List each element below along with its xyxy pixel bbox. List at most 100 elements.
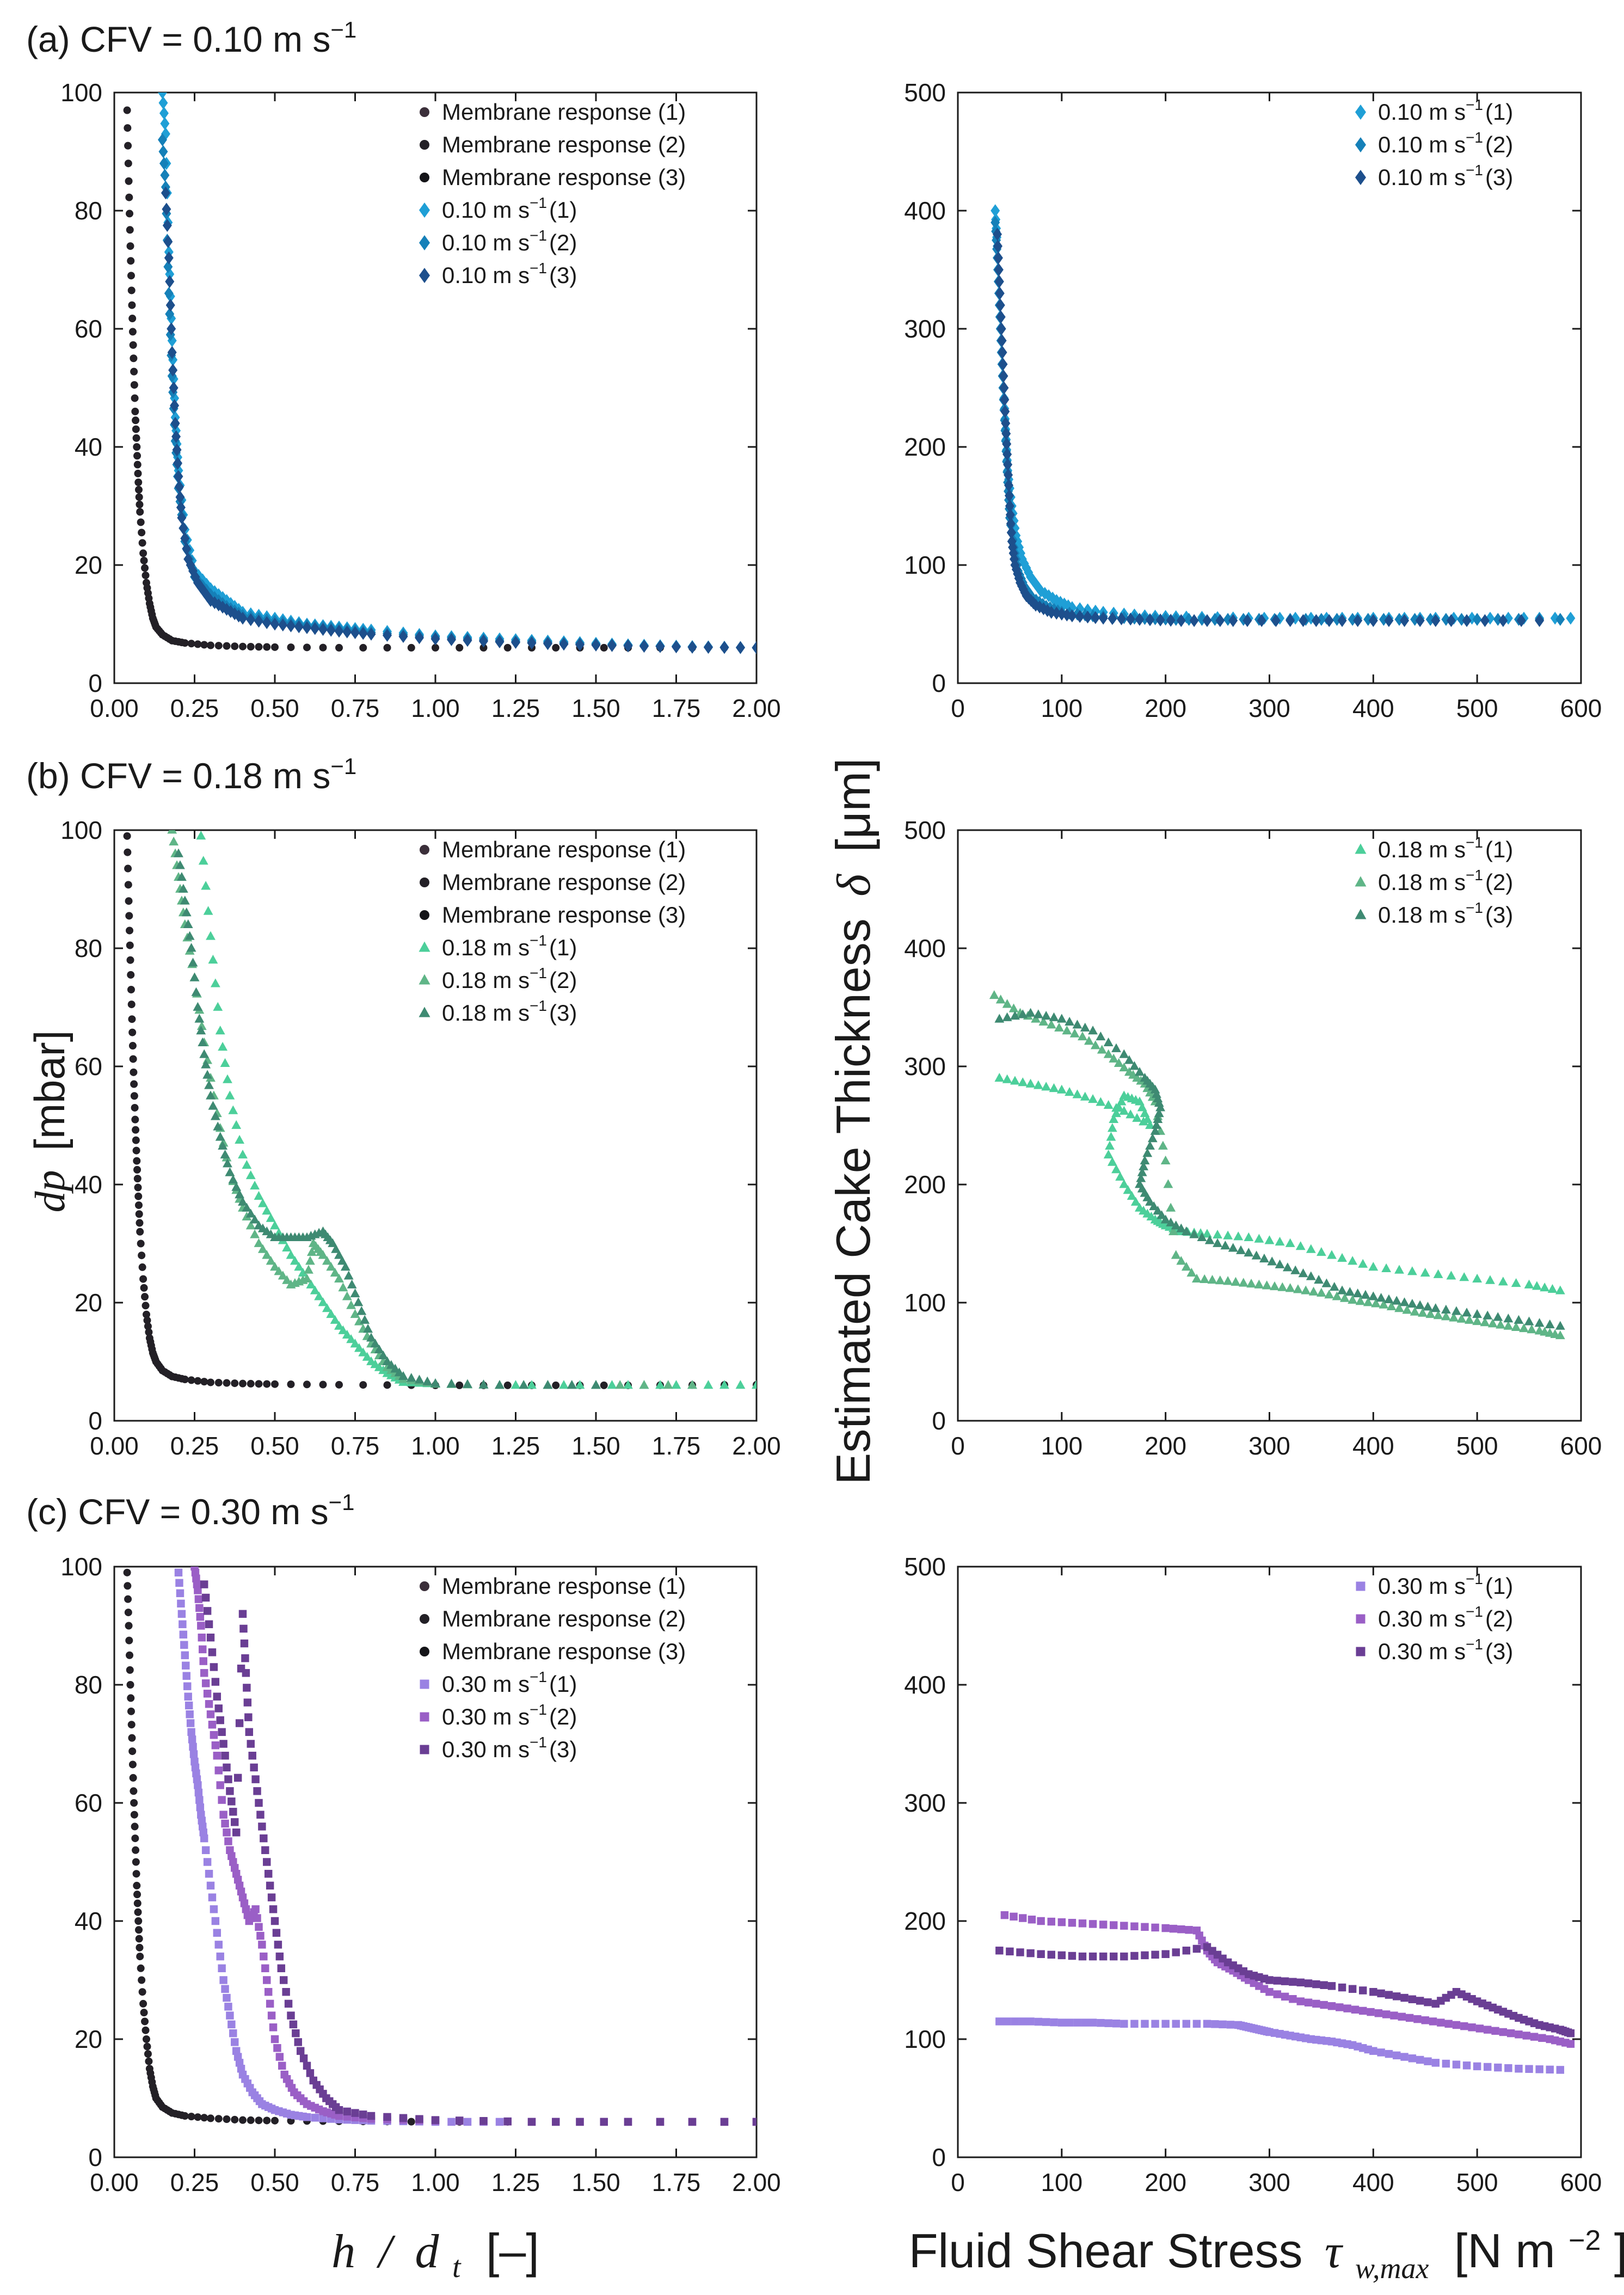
data-point: [294, 620, 304, 634]
data-point: [335, 643, 343, 652]
data-point: [1499, 2028, 1508, 2036]
data-point: [350, 1288, 360, 1298]
data-point: [993, 228, 1002, 241]
data-point: [1385, 2049, 1393, 2058]
data-point: [1155, 1102, 1166, 1112]
data-point: [1211, 2020, 1219, 2028]
data-point: [1393, 2051, 1401, 2060]
data-point: [124, 864, 132, 873]
data-point: [335, 2106, 343, 2114]
data-point: [127, 272, 135, 280]
data-point: [189, 1742, 197, 1751]
data-point: [1040, 587, 1050, 600]
data-point: [132, 1870, 140, 1878]
data-point: [1462, 614, 1472, 627]
data-point: [1137, 1102, 1147, 1112]
data-point: [218, 1964, 226, 1973]
chart-b-right: 0 100 200 300 400 500 600 0 100 200 300 400 500 0.18 …: [904, 816, 1602, 1460]
data-point: [1464, 1315, 1474, 1324]
data-point: [446, 1378, 457, 1388]
y-tick-label: 400: [904, 1671, 946, 1699]
data-point: [363, 1324, 373, 1333]
data-point: [132, 1136, 140, 1144]
data-point: [142, 2026, 150, 2034]
data-point: [359, 643, 367, 652]
data-point: [1103, 1049, 1114, 1058]
data-point: [1407, 1266, 1417, 1275]
data-point: [1019, 1914, 1027, 1922]
data-point: [278, 1271, 288, 1280]
data-point: [208, 1893, 217, 1901]
data-point: [1415, 614, 1425, 627]
data-point: [1376, 1293, 1386, 1302]
data-point: [266, 1881, 274, 1890]
data-point: [200, 1378, 208, 1386]
data-point: [319, 643, 327, 652]
data-point: [1153, 1206, 1163, 1215]
data-point: [196, 1613, 205, 1621]
data-point: [1343, 2004, 1351, 2012]
data-point: [287, 1380, 295, 1389]
data-point: [1119, 1179, 1129, 1188]
data-point: [1065, 1087, 1075, 1096]
data-point: [126, 1666, 134, 1674]
data-point: [127, 257, 135, 265]
data-point: [1166, 1217, 1176, 1226]
data-point: [1202, 614, 1212, 627]
x-tick-label: 0.75: [331, 2168, 380, 2196]
data-point: [319, 1380, 327, 1389]
data-point: [1382, 2010, 1391, 2018]
data-point: [1127, 1191, 1137, 1200]
data-point: [1306, 1271, 1316, 1280]
data-point: [134, 1201, 143, 1209]
data-point: [1494, 2063, 1502, 2072]
data-point: [1088, 1094, 1098, 1103]
data-point: [1083, 610, 1093, 624]
data-point: [1056, 1014, 1067, 1023]
data-point: [233, 2053, 242, 2061]
legend-marker: [419, 974, 430, 985]
data-point: [1000, 405, 1010, 418]
data-point: [282, 1275, 292, 1284]
data-point: [1191, 1273, 1202, 1282]
data-point: [1109, 1053, 1119, 1063]
data-point: [1338, 1983, 1346, 1992]
legend-marker: [1355, 843, 1367, 854]
data-point: [456, 2116, 464, 2125]
data-point: [164, 251, 174, 265]
x-tick-label: 2.00: [732, 694, 781, 722]
data-point: [1065, 1016, 1075, 1026]
data-point: [1166, 613, 1176, 627]
data-point: [235, 1189, 245, 1199]
data-point: [187, 640, 195, 648]
data-point: [133, 461, 142, 469]
data-point: [1324, 614, 1334, 627]
data-point: [1124, 1055, 1134, 1064]
data-point: [132, 1126, 140, 1134]
data-point: [398, 630, 408, 643]
data-point: [138, 529, 146, 537]
data-point: [1329, 1282, 1339, 1291]
data-point: [134, 469, 142, 477]
data-point: [143, 2042, 151, 2051]
data-point: [1312, 1980, 1320, 1989]
legend-marker: [420, 910, 429, 920]
data-point: [1273, 1977, 1282, 1985]
data-point: [1026, 570, 1036, 584]
legend-label: 0.30 m s−1(3): [442, 1734, 577, 1762]
legend-marker: [1356, 1647, 1365, 1656]
data-point: [239, 642, 247, 651]
legend-marker: [420, 1679, 429, 1689]
data-point: [415, 631, 424, 645]
data-point: [235, 2059, 244, 2067]
data-point: [187, 2113, 195, 2121]
data-point: [1002, 1012, 1012, 1021]
data-point: [1046, 1020, 1056, 1029]
data-point: [1555, 612, 1565, 626]
data-point: [205, 1700, 213, 1708]
data-point: [201, 1679, 210, 1687]
legend-label: 0.30 m s−1(2): [442, 1701, 577, 1729]
data-point: [1384, 614, 1394, 627]
y-tick-label: 0: [932, 2143, 946, 2171]
data-point: [213, 1751, 222, 1760]
